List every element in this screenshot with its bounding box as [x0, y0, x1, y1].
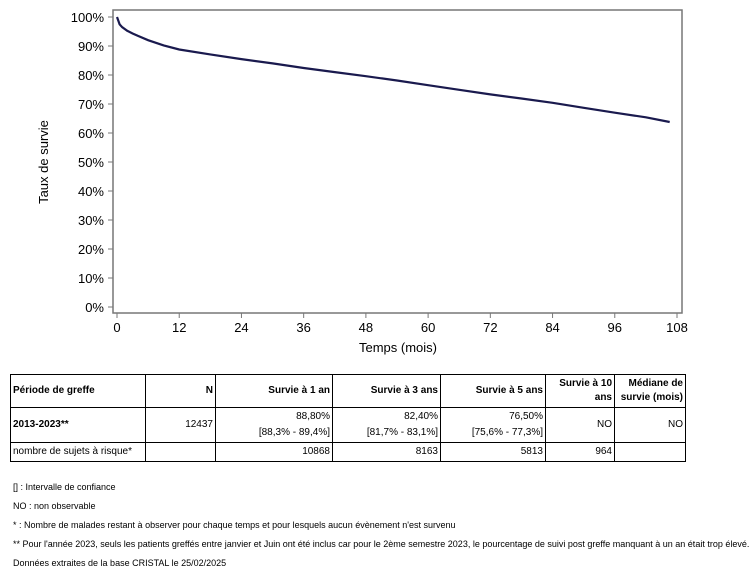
- value: 76,50%: [509, 411, 543, 422]
- cell-period: 2013-2023**: [10, 407, 146, 443]
- note: NO : non observable: [13, 501, 96, 511]
- x-tick-label: 48: [359, 320, 373, 335]
- x-tick-label: 96: [608, 320, 622, 335]
- x-axis-label: Temps (mois): [359, 340, 437, 355]
- y-axis-label: Taux de survie: [36, 120, 51, 204]
- survival-curve: [115, 16, 670, 124]
- risk-1: 10868: [215, 442, 333, 462]
- header-s5: Survie à 5 ans: [440, 374, 546, 408]
- x-tick-label: 24: [234, 320, 248, 335]
- ci: [88,3% - 89,4%]: [258, 427, 330, 438]
- x-tick-label: 72: [483, 320, 497, 335]
- y-tick-label: 60%: [78, 126, 104, 141]
- risk-label: nombre de sujets à risque*: [10, 442, 146, 462]
- table-row: 2013-2023** 12437 88,80% [88,3% - 89,4%] …: [10, 407, 686, 443]
- x-tick-label: 36: [296, 320, 310, 335]
- risk-3: 8163: [332, 442, 441, 462]
- cell-s10: NO: [545, 407, 615, 443]
- x-tick-label: 0: [113, 320, 120, 335]
- cell-s1: 88,80% [88,3% - 89,4%]: [215, 407, 333, 443]
- x-tick-label: 108: [666, 320, 688, 335]
- risk-5: 5813: [440, 442, 546, 462]
- x-tick-label: 60: [421, 320, 435, 335]
- cell-s5: 76,50% [75,6% - 77,3%]: [440, 407, 546, 443]
- note: [] : Intervalle de confiance: [13, 482, 116, 492]
- header-median: Médiane de survie (mois): [614, 374, 686, 408]
- header-period: Période de greffe: [10, 374, 146, 408]
- value: 82,40%: [404, 411, 438, 422]
- y-tick-label: 80%: [78, 68, 104, 83]
- ci: [81,7% - 83,1%]: [366, 427, 438, 438]
- risk-10: 964: [545, 442, 615, 462]
- x-tick-label: 84: [545, 320, 559, 335]
- plot-frame: [112, 9, 683, 314]
- note: Données extraites de la base CRISTAL le …: [13, 558, 227, 568]
- header-s10: Survie à 10 ans: [545, 374, 615, 408]
- y-tick-label: 10%: [78, 271, 104, 286]
- value: 88,80%: [296, 411, 330, 422]
- footnotes: [] : Intervalle de confiance NO : non ob…: [13, 478, 749, 573]
- survival-chart: 0% 10% 20% 30% 40% 50% 60% 70% 80% 90% 100% 0 12 24 36…: [36, 9, 688, 355]
- header-s1: Survie à 1 an: [215, 374, 333, 408]
- y-tick-label: 0%: [85, 300, 104, 315]
- y-tick-label: 70%: [78, 97, 104, 112]
- y-tick-label: 30%: [78, 213, 104, 228]
- note: * : Nombre de malades restant à observer…: [13, 520, 456, 530]
- risk-median: [614, 442, 686, 462]
- header-n: N: [145, 374, 216, 408]
- cell-s3: 82,40% [81,7% - 83,1%]: [332, 407, 441, 443]
- y-tick-label: 50%: [78, 155, 104, 170]
- ci: [75,6% - 77,3%]: [471, 427, 543, 438]
- y-tick-label: 90%: [78, 39, 104, 54]
- y-tick-label: 100%: [71, 10, 105, 25]
- survival-table: Période de greffe N Survie à 1 an Survie…: [10, 374, 686, 462]
- y-tick-label: 40%: [78, 184, 104, 199]
- y-tick-label: 20%: [78, 242, 104, 257]
- cell-median: NO: [614, 407, 686, 443]
- note: ** Pour l'année 2023, seuls les patients…: [13, 539, 750, 549]
- x-tick-label: 12: [172, 320, 186, 335]
- cell-n: 12437: [145, 407, 216, 443]
- risk-n: [145, 442, 216, 462]
- header-s3: Survie à 3 ans: [332, 374, 441, 408]
- table-row-risk: nombre de sujets à risque* 10868 8163 58…: [10, 442, 686, 462]
